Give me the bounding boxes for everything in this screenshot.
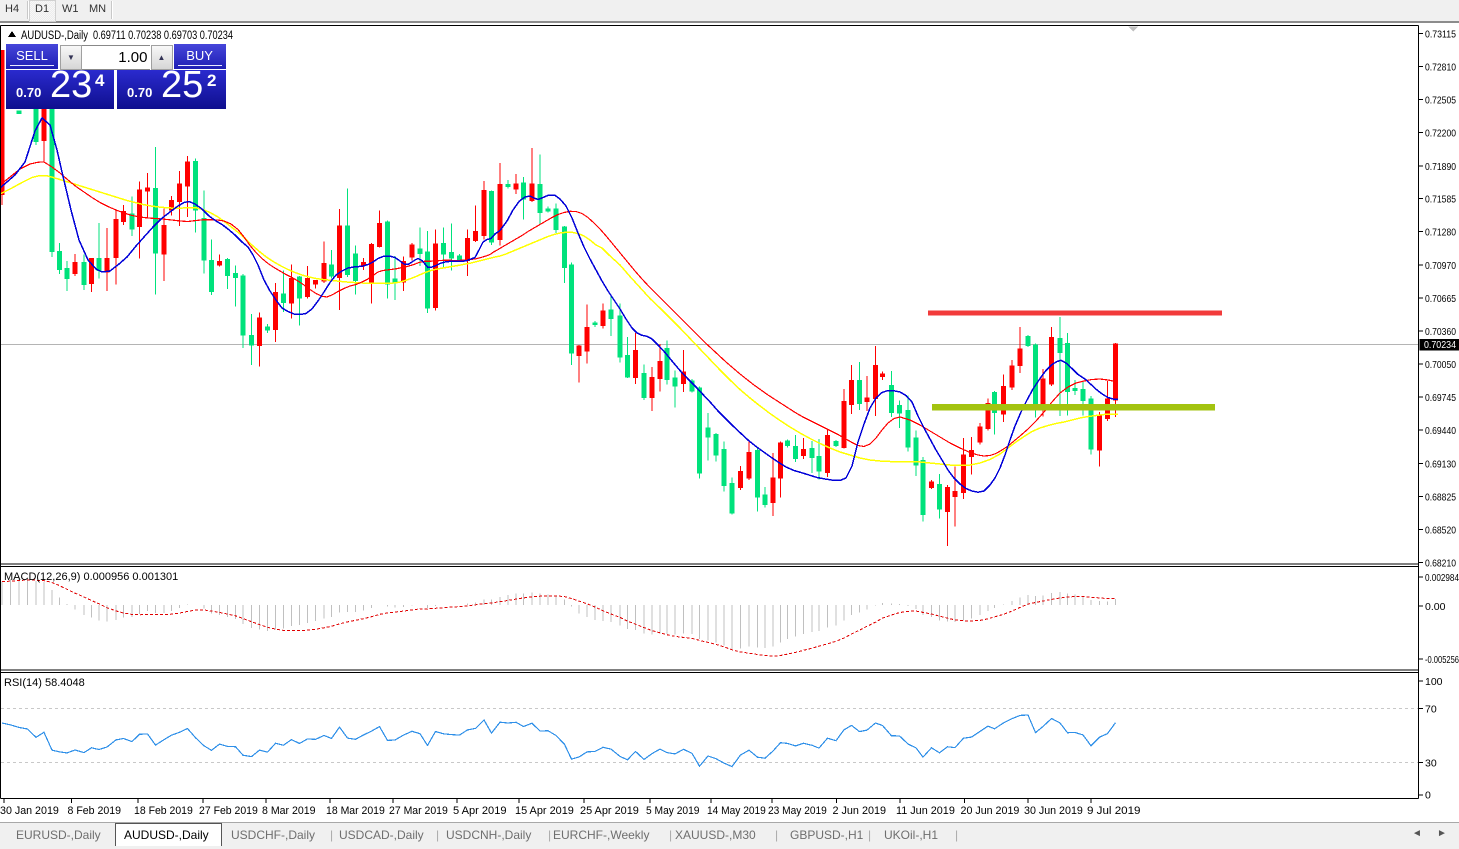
svg-text:23 May 2019: 23 May 2019 xyxy=(768,805,827,817)
svg-text:0.70234: 0.70234 xyxy=(1424,340,1456,351)
svg-text:MACD(12,26,9) 0.000956 0.00130: MACD(12,26,9) 0.000956 0.001301 xyxy=(4,571,178,583)
svg-text:9 Jul 2019: 9 Jul 2019 xyxy=(1087,805,1141,817)
svg-text:0: 0 xyxy=(1425,790,1431,802)
svg-text:0.72810: 0.72810 xyxy=(1425,62,1456,74)
svg-text:0.68825: 0.68825 xyxy=(1425,491,1456,503)
svg-text:5 May 2019: 5 May 2019 xyxy=(646,805,700,817)
svg-text:0.68210: 0.68210 xyxy=(1425,558,1456,570)
svg-text:AUDUSD-,Daily: AUDUSD-,Daily xyxy=(21,30,88,42)
svg-text:20 Jun 2019: 20 Jun 2019 xyxy=(961,805,1020,817)
svg-text:0.70970: 0.70970 xyxy=(1425,260,1456,272)
svg-text:0.71585: 0.71585 xyxy=(1425,194,1456,206)
svg-text:15 Apr 2019: 15 Apr 2019 xyxy=(515,805,574,817)
svg-text:0.72200: 0.72200 xyxy=(1425,127,1456,139)
svg-text:0.70050: 0.70050 xyxy=(1425,359,1456,371)
svg-text:5 Apr 2019: 5 Apr 2019 xyxy=(453,805,507,817)
svg-text:30 Jun 2019: 30 Jun 2019 xyxy=(1024,805,1083,817)
svg-text:0.69745: 0.69745 xyxy=(1425,392,1456,404)
svg-text:14 May 2019: 14 May 2019 xyxy=(707,805,766,817)
svg-text:11 Jun 2019: 11 Jun 2019 xyxy=(896,805,955,817)
svg-text:70: 70 xyxy=(1425,704,1437,716)
svg-text:2 Jun 2019: 2 Jun 2019 xyxy=(833,805,887,817)
svg-text:0.69440: 0.69440 xyxy=(1425,425,1456,437)
svg-text:0.73115: 0.73115 xyxy=(1425,29,1456,41)
svg-text:0.71890: 0.71890 xyxy=(1425,161,1456,173)
svg-text:0.70360: 0.70360 xyxy=(1425,326,1456,338)
svg-text:27 Feb 2019: 27 Feb 2019 xyxy=(199,805,258,817)
svg-text:25 Apr 2019: 25 Apr 2019 xyxy=(580,805,639,817)
svg-text:-0.005256: -0.005256 xyxy=(1425,654,1459,666)
svg-text:0.71280: 0.71280 xyxy=(1425,227,1456,239)
svg-text:RSI(14) 58.4048: RSI(14) 58.4048 xyxy=(4,677,85,689)
svg-text:0.00: 0.00 xyxy=(1425,601,1446,613)
svg-text:0.68520: 0.68520 xyxy=(1425,524,1456,536)
svg-text:0.69130: 0.69130 xyxy=(1425,459,1456,471)
svg-text:0.72505: 0.72505 xyxy=(1425,94,1456,106)
svg-text:8 Feb 2019: 8 Feb 2019 xyxy=(68,805,122,817)
svg-text:100: 100 xyxy=(1425,676,1443,688)
svg-text:0.002984: 0.002984 xyxy=(1425,572,1459,584)
svg-text:30: 30 xyxy=(1425,758,1437,770)
svg-text:18 Feb 2019: 18 Feb 2019 xyxy=(134,805,193,817)
svg-text:0.69711 0.70238 0.69703 0.7023: 0.69711 0.70238 0.69703 0.70234 xyxy=(93,30,233,42)
svg-text:18 Mar 2019: 18 Mar 2019 xyxy=(326,805,385,817)
svg-text:8 Mar 2019: 8 Mar 2019 xyxy=(262,805,316,817)
svg-text:27 Mar 2019: 27 Mar 2019 xyxy=(389,805,448,817)
svg-text:30 Jan 2019: 30 Jan 2019 xyxy=(0,805,59,817)
svg-text:0.70665: 0.70665 xyxy=(1425,293,1456,305)
